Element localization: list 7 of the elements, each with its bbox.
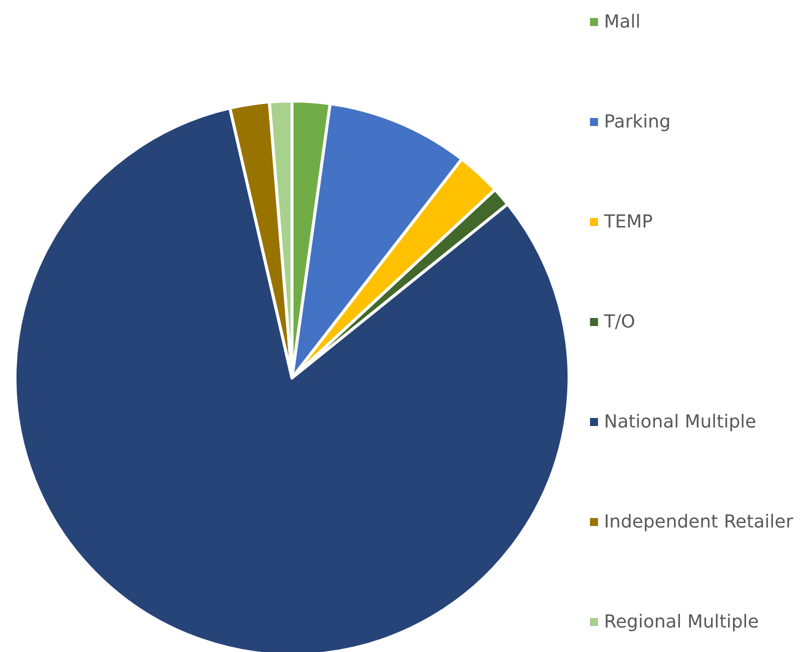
legend-label: Mall: [604, 12, 641, 32]
legend-label: Parking: [604, 112, 671, 132]
legend-label: Independent Retailer: [604, 512, 794, 532]
legend-label: TEMP: [603, 212, 653, 232]
legend-label: National Multiple: [604, 412, 756, 432]
legend-label: Regional Multiple: [604, 612, 759, 632]
legend-label: T/O: [603, 312, 636, 332]
